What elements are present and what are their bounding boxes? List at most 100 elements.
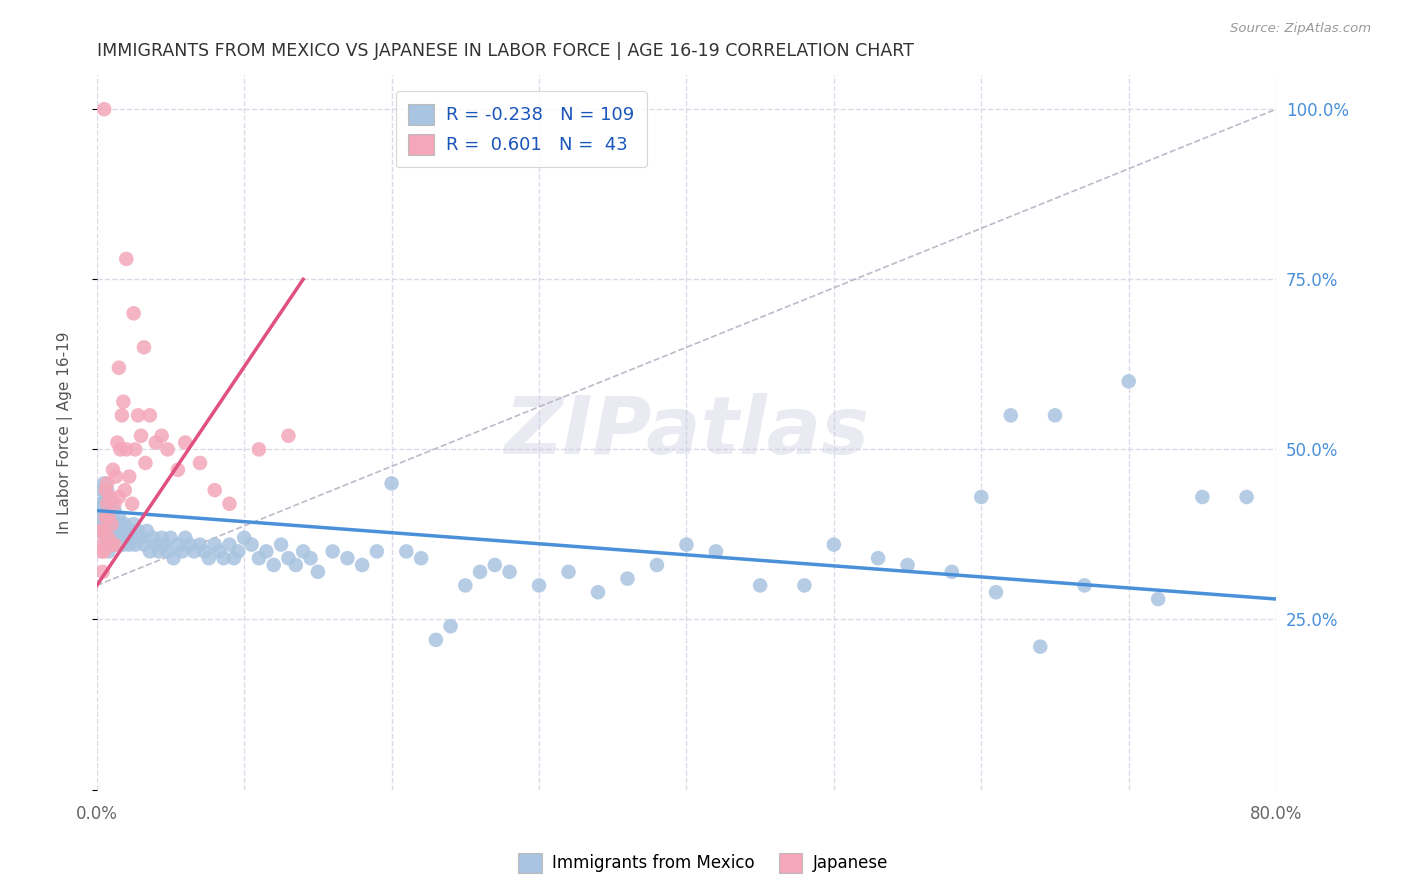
Point (204, 538, 226, 552)
Point (96, 476, 118, 491)
Legend: Immigrants from Mexico, Japanese: Immigrants from Mexico, Japanese (512, 847, 894, 880)
Point (122, 517, 145, 532)
Point (93, 476, 115, 491)
Point (104, 538, 127, 552)
Point (749, 578, 772, 592)
Point (188, 538, 211, 552)
Point (121, 497, 143, 511)
Point (425, 632, 447, 647)
Point (218, 497, 240, 511)
Point (586, 585, 609, 599)
Point (218, 538, 240, 552)
Point (94, 483, 117, 498)
Point (254, 544, 277, 558)
Point (135, 524, 157, 538)
Point (174, 531, 197, 545)
Point (222, 551, 245, 566)
Point (98, 503, 121, 517)
Point (263, 558, 285, 572)
Point (89, 497, 111, 511)
Point (167, 538, 190, 552)
Point (704, 544, 727, 558)
Point (381, 476, 404, 491)
Point (366, 544, 388, 558)
Point (124, 538, 146, 552)
Point (204, 483, 226, 498)
Point (100, 517, 122, 532)
Point (247, 442, 270, 457)
Point (104, 469, 127, 483)
Point (498, 565, 520, 579)
Point (1000, 409, 1022, 423)
Point (93, 524, 115, 538)
Point (188, 456, 211, 470)
Point (132, 340, 155, 354)
Point (91, 565, 114, 579)
Point (117, 524, 139, 538)
Point (172, 544, 194, 558)
Point (118, 469, 141, 483)
Point (150, 531, 173, 545)
Point (108, 490, 131, 504)
Point (823, 538, 845, 552)
Point (454, 578, 477, 592)
Point (93, 497, 115, 511)
Text: IMMIGRANTS FROM MEXICO VS JAPANESE IN LABOR FORCE | AGE 16-19 CORRELATION CHART: IMMIGRANTS FROM MEXICO VS JAPANESE IN LA… (97, 42, 914, 60)
Point (97, 517, 120, 532)
Point (107, 524, 129, 538)
Point (307, 565, 329, 579)
Point (226, 544, 249, 558)
Point (941, 565, 963, 579)
Point (108, 360, 131, 375)
Point (1147, 592, 1170, 607)
Point (115, 252, 138, 266)
Point (247, 551, 270, 566)
Point (129, 531, 152, 545)
Point (352, 558, 374, 572)
Point (101, 463, 124, 477)
Point (98, 524, 121, 538)
Point (97, 510, 120, 524)
Point (395, 544, 418, 558)
Point (675, 538, 697, 552)
Point (1191, 490, 1213, 504)
Point (1118, 375, 1140, 389)
Point (103, 538, 125, 552)
Point (97, 497, 120, 511)
Point (89, 524, 111, 538)
Point (97, 531, 120, 545)
Point (91, 538, 114, 552)
Point (557, 565, 579, 579)
Point (132, 538, 155, 552)
Point (198, 551, 221, 566)
Point (1029, 640, 1052, 654)
Point (91, 483, 114, 498)
Point (984, 585, 1007, 599)
Point (111, 409, 134, 423)
Point (336, 551, 359, 566)
Point (1073, 578, 1095, 592)
Point (93, 102, 115, 116)
Point (110, 517, 132, 532)
Point (145, 435, 167, 450)
Point (115, 442, 138, 457)
Point (142, 531, 165, 545)
Point (103, 503, 125, 517)
Point (114, 517, 136, 532)
Point (277, 429, 299, 443)
Point (139, 544, 162, 558)
Point (299, 551, 322, 566)
Point (108, 510, 131, 524)
Point (233, 531, 256, 545)
Point (284, 558, 307, 572)
Point (527, 578, 550, 592)
Point (118, 538, 141, 552)
Point (107, 435, 129, 450)
Point (208, 544, 231, 558)
Point (101, 538, 124, 552)
Point (112, 394, 135, 409)
Point (115, 531, 138, 545)
Point (100, 510, 122, 524)
Point (292, 544, 315, 558)
Point (153, 538, 176, 552)
